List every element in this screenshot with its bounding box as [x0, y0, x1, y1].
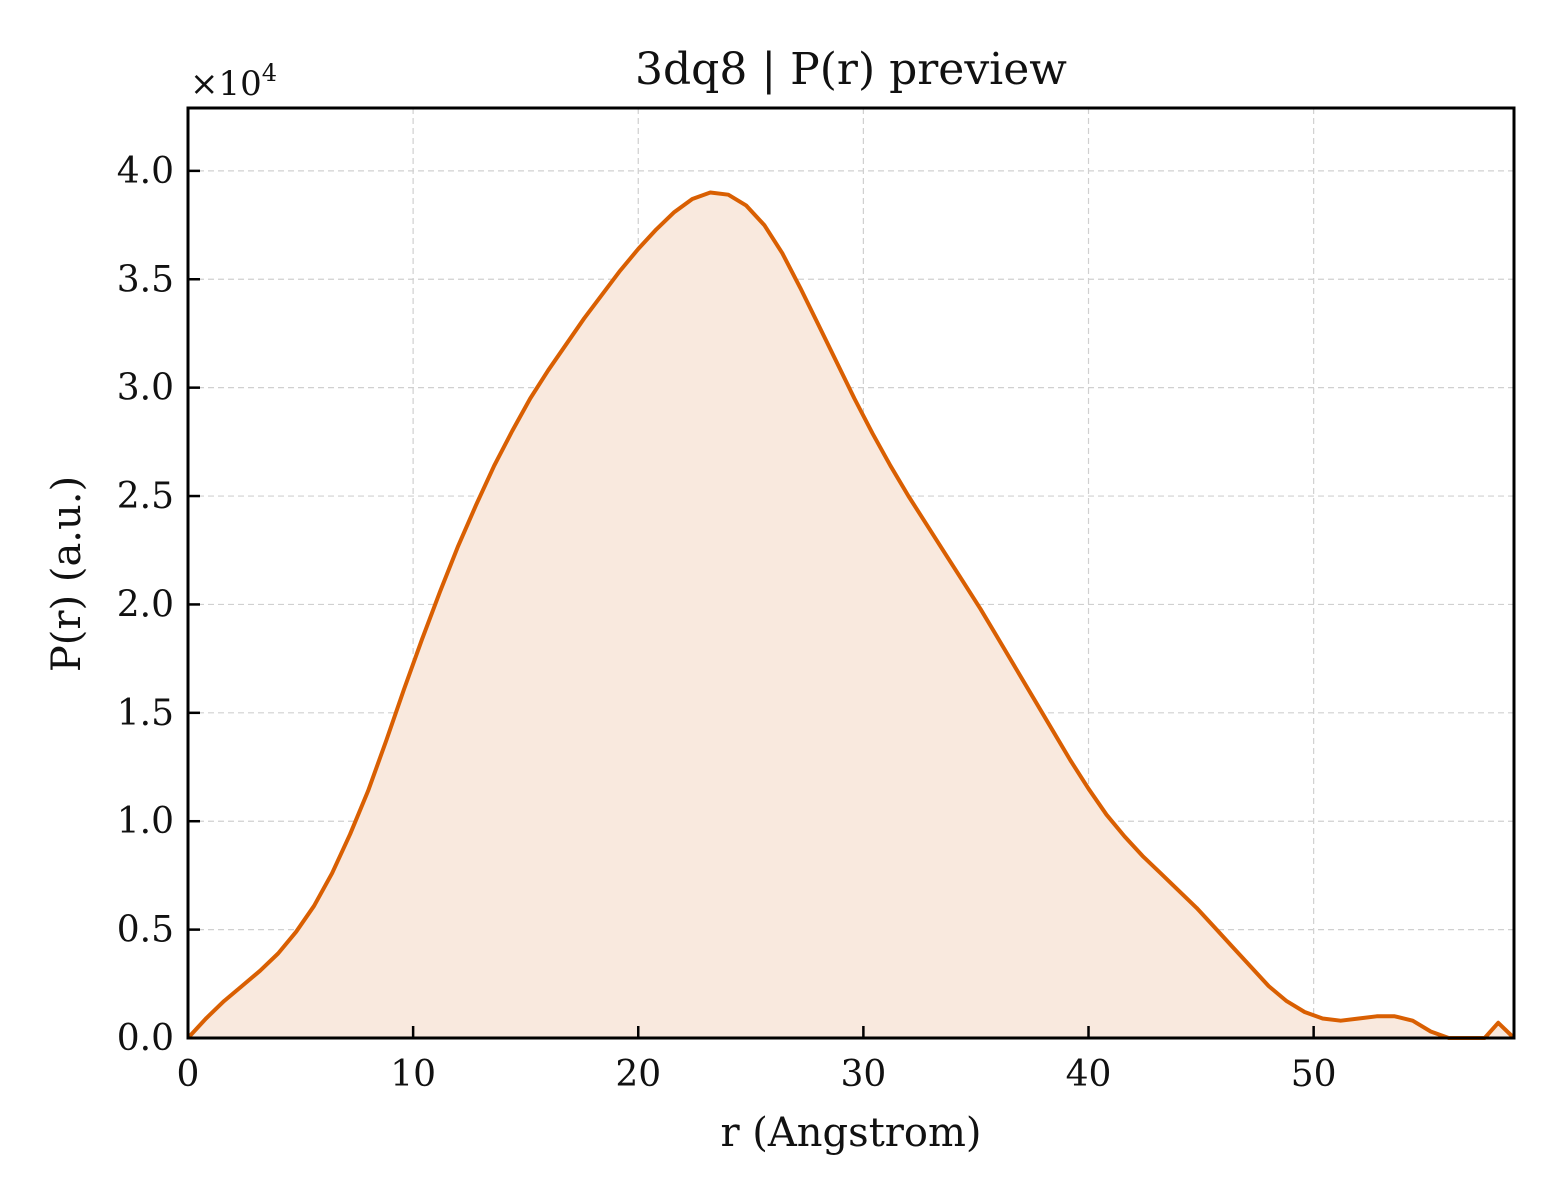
y-multiplier-base: ×10 [190, 64, 262, 104]
x-tick-label: 50 [1291, 1054, 1337, 1095]
chart-title: 3dq8 | P(r) preview [635, 44, 1067, 95]
y-tick-labels: 0.0 0.5 1.0 1.5 2.0 2.5 3.0 3.5 4.0 [117, 151, 174, 1059]
y-multiplier-exponent: 4 [262, 59, 277, 87]
y-tick-label: 4.0 [117, 151, 174, 192]
series-line [186, 190, 1516, 1040]
y-tick-label: 1.5 [117, 693, 174, 734]
x-tick-label: 30 [840, 1054, 886, 1095]
plot-frame [186, 106, 1516, 1040]
y-axis-multiplier: ×104 [190, 59, 277, 104]
y-tick-label: 2.0 [117, 584, 174, 625]
x-axis-label: r (Angstrom) [720, 1110, 981, 1156]
x-tick-label: 0 [177, 1054, 200, 1095]
x-tick-label: 20 [615, 1054, 661, 1095]
y-axis-label: P(r) (a.u.) [44, 476, 90, 672]
ticks [186, 169, 1315, 1040]
y-tick-label: 0.0 [117, 1018, 174, 1059]
y-tick-label: 3.0 [117, 368, 174, 409]
y-tick-label: 2.5 [117, 476, 174, 517]
x-tick-label: 40 [1066, 1054, 1112, 1095]
y-tick-label: 0.5 [117, 910, 174, 951]
x-tick-label: 10 [390, 1054, 436, 1095]
y-tick-label: 3.5 [117, 259, 174, 300]
y-tick-label: 1.0 [117, 801, 174, 842]
series-area-fill [188, 192, 1514, 1038]
x-tick-labels: 0 10 20 30 40 50 [177, 1054, 1337, 1095]
